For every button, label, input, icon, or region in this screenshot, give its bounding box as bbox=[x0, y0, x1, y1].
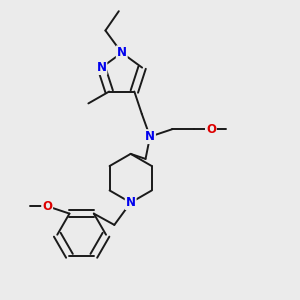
Text: N: N bbox=[145, 130, 155, 143]
Text: N: N bbox=[126, 196, 136, 209]
Text: N: N bbox=[96, 61, 106, 74]
Text: N: N bbox=[117, 46, 127, 59]
Text: O: O bbox=[42, 200, 52, 213]
Text: O: O bbox=[206, 123, 216, 136]
